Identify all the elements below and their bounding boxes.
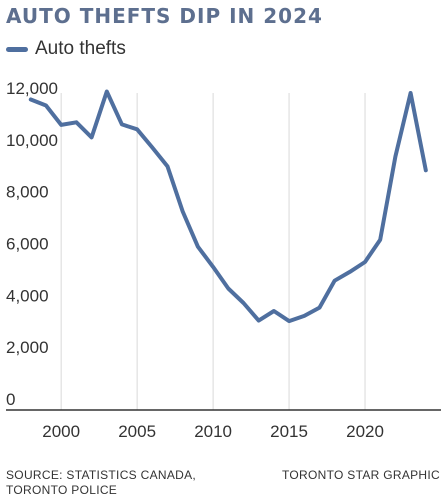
- x-tick-label: 2020: [346, 422, 384, 441]
- legend: Auto thefts: [6, 38, 126, 60]
- x-tick-label: 2000: [42, 422, 80, 441]
- x-tick-label: 2010: [194, 422, 232, 441]
- series-line-auto-thefts: [28, 89, 428, 324]
- legend-label: Auto thefts: [35, 38, 126, 59]
- graphic-credit: TORONTO STAR GRAPHIC: [281, 468, 440, 482]
- chart-title: AUTO THEFTS DIP IN 2024: [6, 4, 323, 28]
- y-tick-label: 0: [6, 390, 15, 409]
- x-tick-label: 2005: [118, 422, 156, 441]
- y-tick-label: 4,000: [6, 286, 49, 305]
- legend-swatch: [6, 46, 28, 52]
- grid-layer: [60, 93, 366, 410]
- y-tick-label: 2,000: [6, 338, 49, 357]
- y-tick-label: 6,000: [6, 235, 49, 254]
- source-note: SOURCE: STATISTICS CANADA, TORONTO POLIC…: [6, 468, 197, 497]
- x-tick-label: 2015: [270, 422, 308, 441]
- tick-layer: 2000 2005 2010 2015 2020 0 2,000 4,000 6,000 8,00…: [6, 79, 384, 441]
- y-tick-label: 12,000: [6, 79, 58, 98]
- y-tick-label: 8,000: [6, 183, 49, 202]
- y-tick-label: 10,000: [6, 131, 58, 150]
- series-layer: [28, 89, 428, 324]
